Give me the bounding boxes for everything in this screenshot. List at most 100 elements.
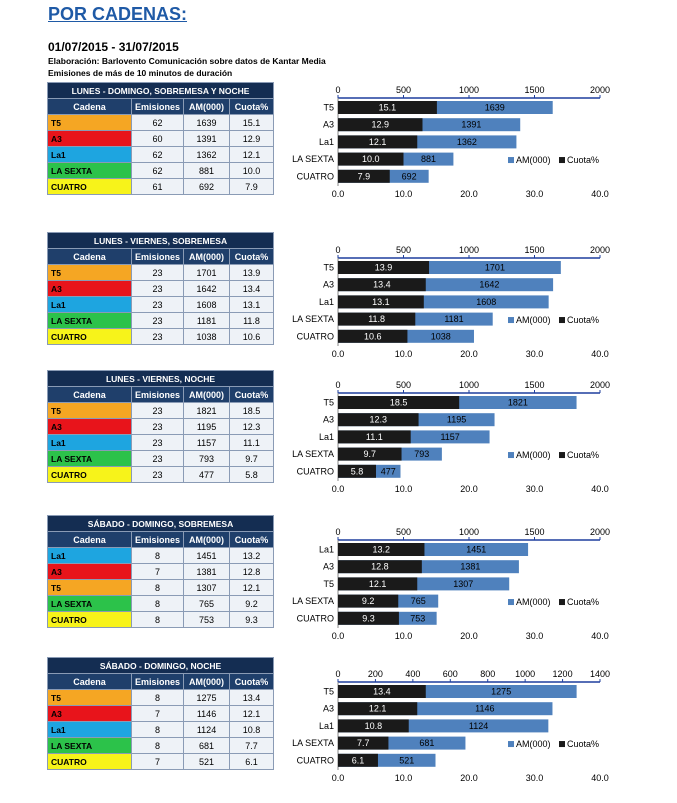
category-label: La1: [319, 721, 334, 731]
section-title: LUNES - VIERNES, NOCHE: [46, 370, 275, 387]
emisiones-cell: 8: [130, 737, 185, 754]
emisiones-cell: 23: [130, 264, 185, 281]
bottom-tick-label: 0.0: [332, 773, 345, 783]
ratings-table: LUNES - DOMINGO, SOBREMESA Y NOCHE Cadena…: [46, 82, 275, 195]
chart-svg: 0 500 1000 1500 2000 T5 1821 18.5 A3 1195 12.3 La1 1…: [292, 380, 610, 494]
cuota-cell: 12.1: [229, 705, 275, 722]
emisiones-cell: 23: [130, 434, 185, 451]
am-data-label: 1275: [491, 687, 511, 697]
top-tick-label: 1500: [524, 85, 544, 95]
emisiones-cell: 23: [130, 280, 185, 297]
cuota-bar: [338, 413, 419, 427]
chart-svg: 0 200 400 600 800 1000 1200 1400 T5 1275 13.4 A3 114…: [292, 669, 610, 783]
am-cell: 1195: [183, 418, 231, 435]
bottom-tick-label: 20.0: [460, 773, 478, 783]
channel-cell: CUATRO: [47, 328, 132, 345]
top-tick-label: 1400: [590, 669, 610, 679]
table-row: La1 8 1451 13.2: [47, 547, 275, 564]
am-data-label: 793: [414, 449, 429, 459]
am-data-label: 1307: [453, 579, 473, 589]
am-cell: 1642: [183, 280, 231, 297]
cuota-cell: 12.9: [229, 130, 275, 147]
top-tick-label: 200: [368, 669, 383, 679]
am-cell: 521: [183, 753, 231, 770]
table-row: A3 23 1642 13.4: [47, 280, 275, 297]
am-data-label: 681: [419, 738, 434, 748]
cuota-cell: 12.8: [229, 563, 275, 580]
legend-swatch-am: [508, 317, 514, 324]
am-data-label: 692: [402, 171, 417, 181]
am-data-label: 1381: [460, 562, 480, 572]
table-row: A3 7 1381 12.8: [47, 563, 275, 580]
top-tick-label: 0: [335, 85, 340, 95]
category-label: La1: [319, 545, 334, 555]
category-label: A3: [323, 704, 334, 714]
top-tick-label: 0: [335, 380, 340, 390]
am-data-label: 1362: [457, 137, 477, 147]
channel-cell: La1: [47, 547, 132, 564]
legend-label-cuota: Cuota%: [567, 597, 599, 607]
am-cell: 1275: [183, 689, 231, 706]
emisiones-cell: 62: [130, 114, 185, 131]
bottom-tick-label: 20.0: [460, 631, 478, 641]
ratings-table: SÁBADO - DOMINGO, NOCHE Cadena Emisiones AM…: [46, 657, 275, 770]
emisiones-cell: 8: [130, 579, 185, 596]
cuota-data-label: 9.7: [364, 449, 377, 459]
legend-swatch-am: [508, 599, 514, 606]
cuota-data-label: 15.1: [379, 103, 397, 113]
cuota-cell: 7.9: [229, 178, 275, 195]
cuota-bar: [338, 577, 418, 591]
channel-cell: T5: [47, 402, 132, 419]
channel-cell: A3: [47, 705, 132, 722]
cuota-cell: 10.8: [229, 721, 275, 738]
cuota-data-label: 13.4: [373, 280, 391, 290]
legend-swatch-cuota: [559, 157, 565, 164]
column-header: Cuota%: [229, 531, 275, 548]
channel-cell: T5: [47, 264, 132, 281]
emisiones-cell: 8: [130, 595, 185, 612]
table-row: T5 23 1821 18.5: [47, 402, 275, 419]
emisiones-cell: 23: [130, 450, 185, 467]
bar-chart: 0 500 1000 1500 2000 T5 1701 13.9 A3 1642 13.4 La1 1…: [290, 245, 620, 374]
table-row: LA SEXTA 62 881 10.0: [47, 162, 275, 179]
cuota-data-label: 10.6: [364, 331, 382, 341]
am-data-label: 1124: [469, 721, 488, 731]
chart-svg: 0 500 1000 1500 2000 T5 1639 15.1 A3 1391 12.9 La1 1…: [292, 85, 610, 199]
cuota-bar: [338, 753, 378, 767]
category-label: T5: [323, 263, 334, 273]
channel-cell: T5: [47, 689, 132, 706]
am-data-label: 765: [411, 596, 426, 606]
table-row: CUATRO 7 521 6.1: [47, 753, 275, 770]
category-label: A3: [323, 562, 334, 572]
channel-cell: La1: [47, 146, 132, 163]
cuota-bar: [338, 101, 437, 114]
table-row: LA SEXTA 8 681 7.7: [47, 737, 275, 754]
table-row: A3 60 1391 12.9: [47, 130, 275, 147]
cuota-cell: 9.7: [229, 450, 275, 467]
am-cell: 692: [183, 178, 231, 195]
category-label: T5: [323, 103, 334, 113]
top-tick-label: 1000: [515, 669, 535, 679]
date-range: 01/07/2015 - 31/07/2015: [48, 40, 179, 54]
emisiones-cell: 60: [130, 130, 185, 147]
am-cell: 1146: [183, 705, 231, 722]
column-header: Cadena: [47, 386, 132, 403]
table-row: La1 8 1124 10.8: [47, 721, 275, 738]
am-cell: 1701: [183, 264, 231, 281]
am-cell: 1821: [183, 402, 231, 419]
category-label: T5: [323, 579, 334, 589]
legend-label-cuota: Cuota%: [567, 155, 599, 165]
column-header: AM(000): [183, 386, 231, 403]
bottom-tick-label: 10.0: [395, 631, 413, 641]
bottom-tick-label: 0.0: [332, 349, 345, 359]
am-cell: 881: [183, 162, 231, 179]
cuota-data-label: 13.2: [372, 545, 390, 555]
cuota-bar: [338, 702, 418, 716]
cuota-bar: [338, 611, 399, 625]
cuota-cell: 11.1: [229, 434, 275, 451]
cuota-data-label: 9.3: [362, 613, 375, 623]
table-row: La1 62 1362 12.1: [47, 146, 275, 163]
channel-cell: A3: [47, 563, 132, 580]
top-tick-label: 1200: [553, 669, 573, 679]
channel-cell: LA SEXTA: [47, 595, 132, 612]
